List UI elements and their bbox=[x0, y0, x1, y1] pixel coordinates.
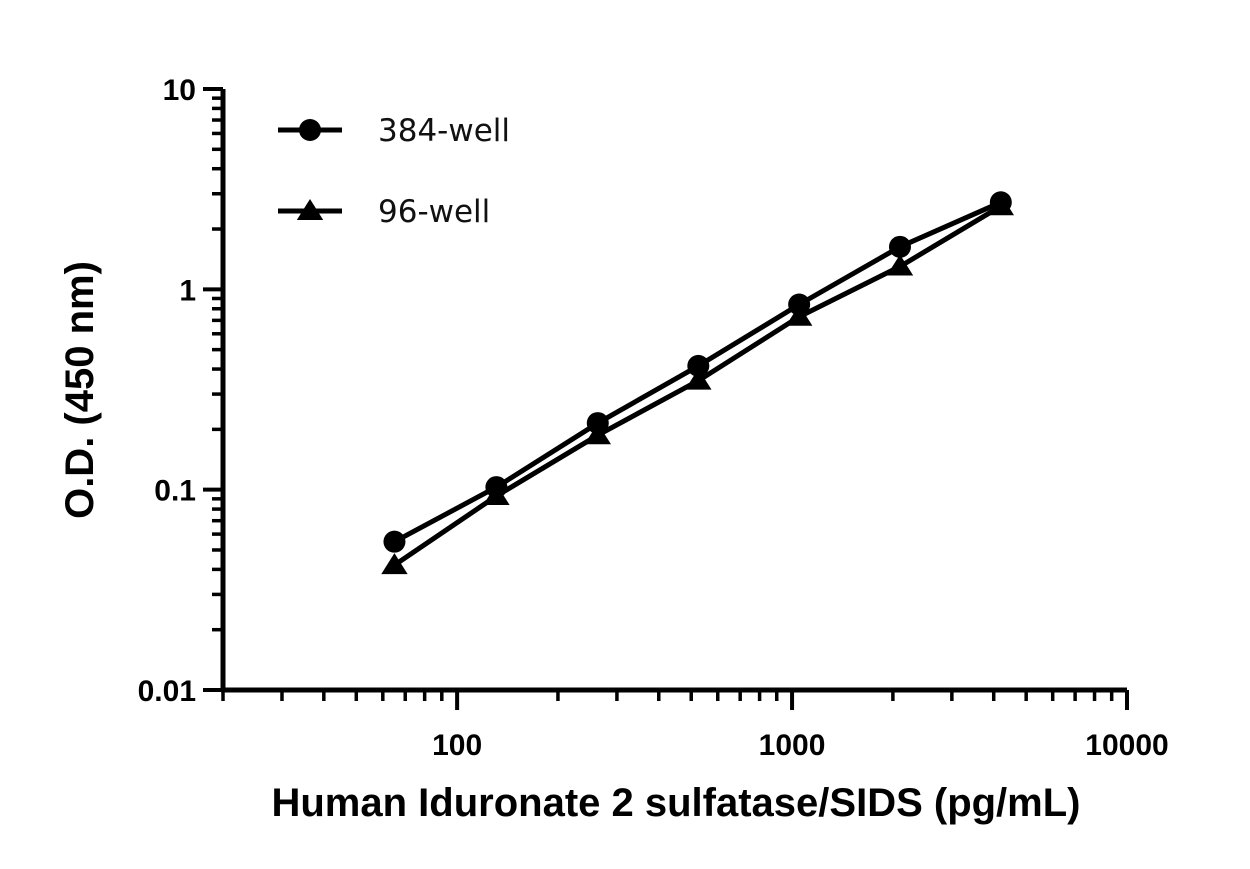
y-tick-label: 10 bbox=[163, 74, 196, 107]
data-point-triangle bbox=[381, 553, 408, 575]
x-tick-label: 100 bbox=[432, 729, 482, 762]
y-tick-label: 0.1 bbox=[154, 475, 196, 508]
legend-marker-triangle bbox=[296, 199, 324, 220]
data-point-circle bbox=[888, 235, 911, 258]
y-axis-title: O.D. (450 nm) bbox=[58, 261, 102, 519]
data-point-triangle bbox=[685, 368, 712, 390]
data-point-circle bbox=[485, 476, 508, 499]
data-point-circle bbox=[989, 191, 1012, 214]
series-384-well bbox=[383, 191, 1012, 553]
legend-item: 384-well bbox=[278, 113, 510, 149]
series-layer bbox=[381, 191, 1015, 575]
legend-label: 384-well bbox=[378, 113, 510, 149]
legend-label: 96-well bbox=[378, 194, 490, 230]
axes: 0.01 0.1 1 10 100 1000 10000 bbox=[138, 74, 1169, 762]
x-tick-label: 10000 bbox=[1085, 729, 1168, 762]
x-axis-title: Human Iduronate 2 sulfatase/SIDS (pg/mL) bbox=[271, 781, 1080, 825]
data-point-triangle bbox=[886, 254, 914, 276]
data-point-circle bbox=[788, 293, 811, 316]
legend: 384-well 96-well bbox=[278, 113, 510, 230]
series-96-well bbox=[381, 194, 1015, 575]
y-tick-label: 1 bbox=[179, 274, 196, 307]
y-tick-label: 0.01 bbox=[138, 675, 196, 708]
x-tick-label: 1000 bbox=[759, 729, 826, 762]
data-point-circle bbox=[687, 354, 710, 377]
data-point-circle bbox=[586, 412, 609, 435]
legend-marker-circle bbox=[299, 119, 321, 141]
data-point-circle bbox=[383, 530, 406, 553]
legend-item: 96-well bbox=[278, 194, 490, 230]
